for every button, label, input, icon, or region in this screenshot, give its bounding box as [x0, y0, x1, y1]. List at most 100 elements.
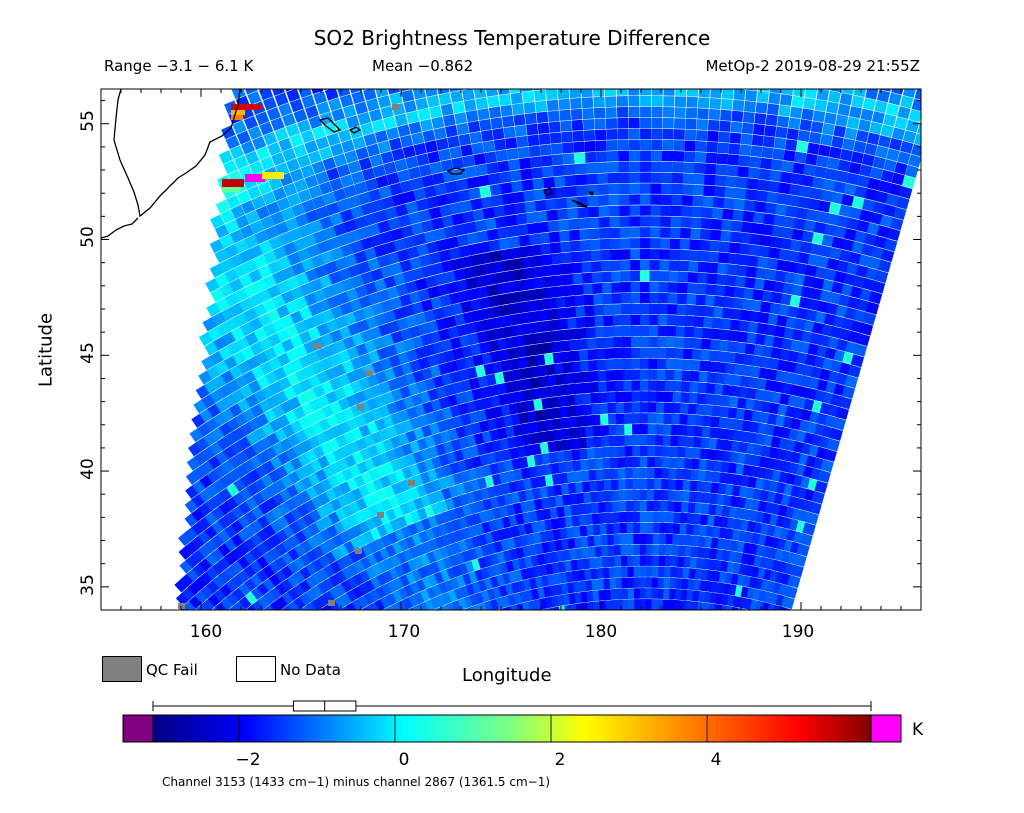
swath-pixel — [752, 123, 766, 136]
swath-pixel — [766, 103, 780, 116]
swath-pixel — [573, 152, 586, 164]
swath-pixel — [484, 74, 496, 86]
swath-pixel — [696, 119, 709, 131]
swath-pixel — [462, 155, 476, 168]
swath-pixel — [872, 156, 886, 170]
swath-pixel — [640, 106, 652, 118]
swath-pixel — [380, 151, 394, 165]
swath-pixel — [476, 613, 490, 626]
swath-pixel — [671, 194, 683, 206]
swath-pixel — [671, 183, 683, 195]
swath-pixel — [442, 114, 456, 127]
swath-pixel — [732, 99, 745, 112]
swath-pixel — [742, 210, 755, 223]
swath-pixel — [711, 218, 723, 230]
swath-pixel — [451, 157, 465, 170]
swath-pixel — [500, 104, 513, 117]
swath-pixel — [649, 260, 661, 271]
swath-pixel — [485, 89, 499, 97]
swath-pixel — [605, 118, 618, 129]
swath-pixel — [747, 167, 760, 179]
swath-pixel — [822, 123, 835, 136]
swath-pixel — [711, 76, 723, 87]
swath-pixel — [820, 459, 834, 473]
qc-fail-pixel — [355, 548, 362, 554]
swath-pixel — [828, 90, 841, 104]
swath-pixel — [685, 107, 698, 119]
swath-pixel — [580, 75, 592, 86]
swath-pixel — [689, 239, 702, 251]
swath-pixel — [764, 125, 777, 137]
swath-pixel — [610, 260, 623, 272]
swath-pixel — [639, 194, 652, 205]
swath-pixel — [661, 172, 673, 184]
qc-fail-pixel — [366, 370, 373, 376]
swath-pixel — [757, 179, 770, 192]
swath-pixel — [659, 249, 671, 260]
swath-pixel — [458, 133, 472, 146]
swath-pixel — [891, 89, 905, 95]
swath-pixel — [700, 218, 713, 230]
swath-pixel — [720, 98, 733, 111]
swath-pixel — [351, 90, 365, 105]
swath-pixel — [501, 192, 515, 205]
swath-pixel — [640, 89, 652, 96]
swath-pixel — [674, 118, 686, 129]
swath-pixel — [725, 176, 738, 188]
swath-pixel — [710, 229, 722, 241]
swath-pixel — [529, 156, 543, 168]
swath-pixel — [493, 138, 507, 151]
swath-pixel — [429, 105, 443, 119]
swath-pixel — [416, 153, 430, 167]
swath-pixel — [433, 127, 447, 140]
swath-pixel — [561, 142, 574, 154]
swath-pixel — [413, 142, 427, 156]
swath-pixel — [742, 111, 755, 124]
hot-pixel-row — [231, 110, 245, 115]
swath-pixel — [875, 145, 889, 159]
swath-pixel — [561, 131, 573, 143]
swath-pixel — [781, 160, 794, 173]
swath-pixel — [835, 114, 849, 127]
swath-pixel — [475, 163, 488, 177]
swath-pixel — [450, 611, 464, 625]
swath-pixel — [758, 168, 771, 181]
swath-pixel — [861, 153, 875, 167]
no-data-swatch — [236, 656, 276, 682]
swath-pixel — [886, 148, 900, 162]
swath-pixel — [835, 170, 849, 183]
swath-pixel — [662, 107, 675, 118]
colorbar-tick-label: −2 — [235, 750, 261, 770]
swath-pixel — [577, 207, 590, 219]
swath-pixel — [733, 89, 746, 101]
swath-pixel — [289, 612, 304, 627]
swath-pixel — [227, 89, 242, 90]
swath-pixel — [402, 145, 416, 159]
swath-pixel — [609, 238, 622, 250]
swath-pixel — [759, 157, 773, 170]
swath-pixel — [524, 200, 537, 213]
swath-pixel — [477, 174, 490, 187]
swath-pixel — [630, 259, 642, 271]
swath-pixel — [837, 103, 851, 117]
swath-pixel — [535, 100, 548, 113]
swath-pixel — [842, 138, 856, 151]
swath-pixel — [682, 173, 695, 185]
swath-pixel — [357, 112, 371, 126]
swath-pixel — [460, 144, 474, 157]
swath-pixel — [823, 448, 837, 462]
swath-pixel — [707, 119, 720, 131]
swath-pixel — [600, 260, 613, 272]
swath-pixel — [749, 156, 762, 169]
swath-pixel — [568, 218, 580, 230]
swath-pixel — [394, 113, 408, 127]
swath-pixel — [663, 89, 675, 96]
swath-pixel — [702, 196, 715, 208]
swath-pixel — [703, 185, 715, 197]
swath-pixel — [610, 249, 622, 261]
qc-fail-pixel — [408, 480, 415, 486]
swath-pixel — [619, 216, 631, 228]
swath-pixel — [803, 164, 816, 177]
swath-pixel — [759, 613, 772, 626]
